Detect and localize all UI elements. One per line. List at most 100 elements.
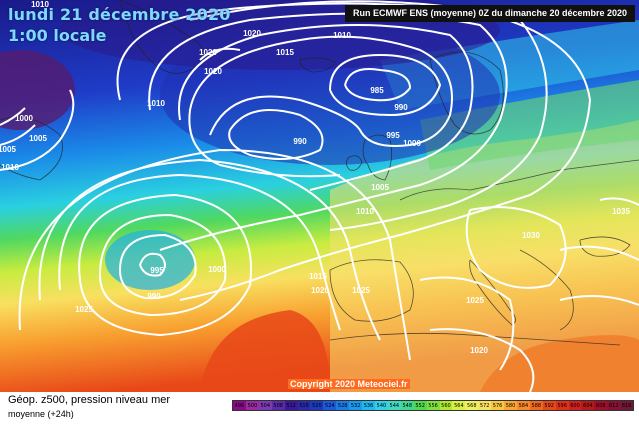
color-scale-cell: 540: [374, 401, 388, 410]
isobar-990-north: [344, 68, 412, 102]
legend-title: Géop. z500, pression niveau mer: [8, 394, 171, 406]
isobar-label: 1025: [466, 296, 484, 305]
coast-ireland: [346, 155, 363, 171]
isobar-1000: [178, 24, 474, 191]
isobar-label: 1015: [309, 272, 327, 281]
color-scale-cell: 496: [233, 401, 246, 410]
isobar-label: 1025: [352, 286, 370, 295]
isobar-label: 990: [394, 103, 408, 112]
color-scale-bar: 496 500 504 508 512 516 520 524 528 532 536 540 544 5…: [232, 400, 634, 411]
coastlines: [0, 0, 639, 346]
isobar-1035-east: [599, 197, 639, 206]
isobar-label: 1000: [208, 265, 226, 274]
color-scale-cell: 616: [620, 401, 634, 410]
isobar-1010-west: [0, 89, 75, 171]
color-scale-cell: 524: [323, 401, 337, 410]
isobar-label: 1010: [333, 31, 351, 40]
color-scale-cell: 596: [555, 401, 569, 410]
isobar-label: 1020: [204, 67, 222, 76]
isobar-label: 1000: [15, 114, 33, 123]
color-scale-cell: 576: [491, 401, 505, 410]
color-scale-cell: 580: [504, 401, 517, 410]
isobar-label: 1010: [31, 0, 49, 9]
color-scale-cell: 548: [400, 401, 414, 410]
isobar-1015-south: [58, 173, 341, 331]
isobar-label: 995: [386, 131, 400, 140]
copyright-notice: Copyright 2020 Meteociel.fr: [288, 379, 410, 389]
coast-iberia: [329, 259, 414, 322]
isobar-label: 985: [370, 86, 384, 95]
isobar-1030-europe: [465, 206, 567, 289]
color-scale-cell: 516: [297, 401, 311, 410]
color-scale-cell: 568: [465, 401, 479, 410]
color-scale-cell: 544: [387, 401, 401, 410]
isobars: [0, 0, 639, 392]
isobar-1015-arc: [179, 0, 592, 301]
isobar-label: 1035: [612, 207, 630, 216]
isobar-labels: 1010 1020 1015 1010 1020 1020 1010 985 9…: [0, 0, 630, 355]
isobar-label: 1005: [29, 134, 47, 143]
isobar-1005-west: [0, 124, 36, 146]
hot-core-africa: [480, 335, 639, 392]
coast-iceland: [299, 57, 336, 73]
isobar-1020-se: [429, 328, 535, 392]
coast-north-africa: [329, 332, 621, 346]
isobar-label: 995: [150, 266, 164, 275]
isobar-1025-south: [18, 148, 411, 361]
coast-canada: [0, 116, 63, 181]
isobar-low-1000: [119, 233, 197, 300]
isobar-label: 1000: [403, 139, 421, 148]
model-run-info: Run ECMWF ENS (moyenne) 0Z du dimanche 2…: [345, 5, 635, 22]
weather-map: 1010 1020 1015 1010 1020 1020 1010 985 9…: [0, 0, 639, 392]
color-scale-cell: 508: [271, 401, 285, 410]
isobar-label: 1020: [470, 346, 488, 355]
isobar-label: 1020: [311, 286, 329, 295]
hot-core-southwest: [200, 310, 330, 392]
isobar-label: 990: [147, 292, 161, 301]
color-scale-cell: 556: [426, 401, 440, 410]
color-scale-cell: 612: [607, 401, 621, 410]
isobar-label: 1010: [147, 99, 165, 108]
coast-greenland: [119, 0, 204, 74]
coast-british-isles: [362, 134, 393, 181]
map-legend-footer: Géop. z500, pression niveau mer moyenne …: [0, 392, 639, 426]
color-scale-cell: 552: [413, 401, 427, 410]
isobar-low-995: [139, 252, 166, 277]
cutoff-low-cold: [105, 230, 195, 290]
isobar-1025-east: [559, 245, 639, 261]
isobar-label: 1025: [75, 305, 93, 314]
coast-scandinavia: [429, 51, 504, 135]
isobar-label: 1010: [356, 207, 374, 216]
color-scale-cell: 572: [478, 401, 492, 410]
forecast-time-title: 1:00 locale: [8, 26, 107, 45]
isobar-label: 990: [293, 137, 307, 146]
isobar-label: 1010: [1, 163, 19, 172]
purple-core-west: [0, 50, 75, 130]
color-scale-cell: 592: [542, 401, 556, 410]
isobar-1005: [148, 12, 508, 251]
isobar-1025-europe: [419, 276, 515, 371]
color-scale-cell: 536: [362, 401, 375, 410]
color-scale-cell: 500: [245, 401, 259, 410]
color-scale-cell: 588: [529, 401, 543, 410]
isobar-label: 1015: [276, 48, 294, 57]
color-scale-cell: 512: [284, 401, 298, 410]
isobar-1020-north: [199, 47, 241, 61]
color-scale-cell: 564: [452, 401, 466, 410]
color-scale-cell: 504: [258, 401, 272, 410]
color-scale-cell: 560: [439, 401, 453, 410]
isobar-label: 1020: [199, 48, 217, 57]
geopotential-map-canvas: 1010 1020 1015 1010 1020 1020 1010 985 9…: [0, 0, 639, 392]
isobar-low-1005: [99, 213, 227, 317]
forecast-date-title: lundi 21 décembre 2020: [8, 5, 231, 24]
color-scale-cell: 528: [336, 401, 350, 410]
isobar-low-1010: [78, 193, 252, 337]
isobar-label: 1005: [0, 145, 16, 154]
green-field-north-europe: [420, 80, 639, 170]
isobar-995-central: [188, 35, 453, 178]
isobar-1000-west: [0, 107, 26, 126]
color-scale-cell: 604: [581, 401, 595, 410]
isobar-1020-east: [559, 295, 639, 306]
coast-black-sea: [579, 236, 631, 257]
isobar-label: 1005: [371, 183, 389, 192]
